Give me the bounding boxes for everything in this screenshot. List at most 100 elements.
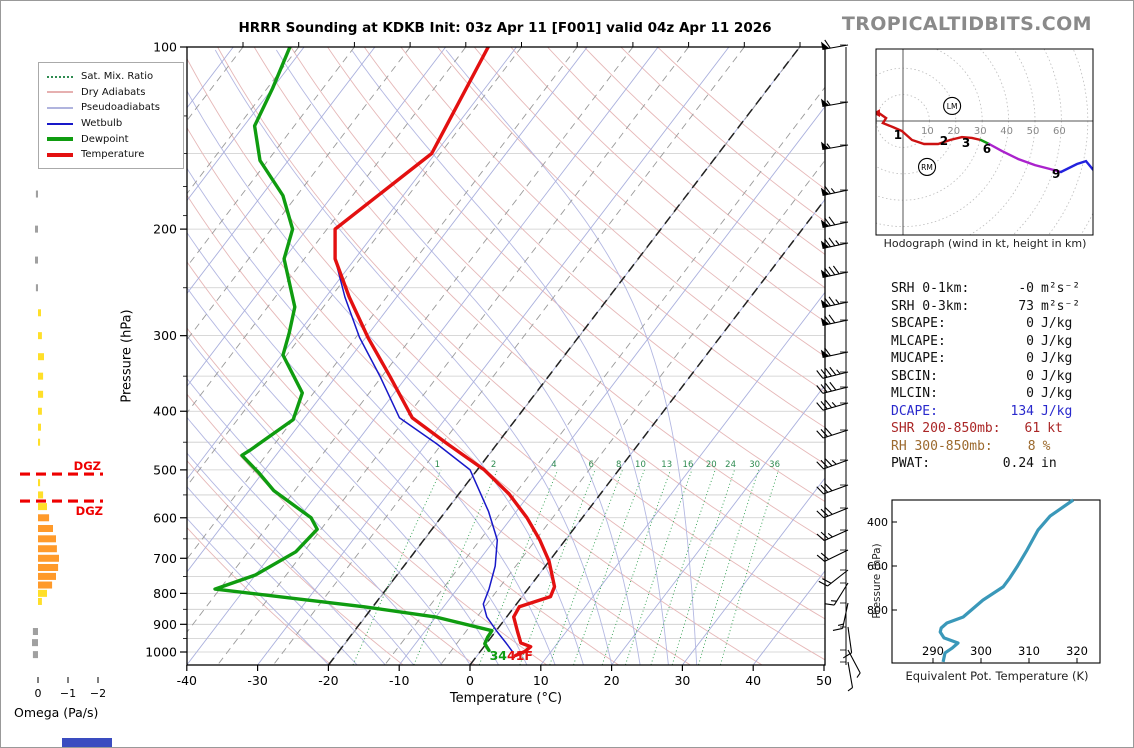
stat-row: SRH 0-3km: 73 m²s⁻²: [891, 299, 1103, 314]
svg-text:300: 300: [153, 328, 177, 343]
svg-text:-40: -40: [177, 673, 197, 688]
stat-row: MLCAPE: 0 J/kg: [891, 334, 1103, 349]
legend-swatch: [47, 152, 73, 157]
svg-text:0: 0: [35, 687, 42, 700]
legend: Sat. Mix. Ratio Dry Adiabats Pseudoadiabat…: [38, 62, 184, 169]
svg-text:-30: -30: [247, 673, 267, 688]
stat-label: RH 300-850mb:: [891, 438, 993, 454]
hodograph-trace-3-6km: [979, 138, 991, 146]
svg-text:36: 36: [769, 460, 780, 470]
svg-text:20: 20: [604, 673, 620, 688]
stat-row: DCAPE: 134 J/kg: [891, 404, 1103, 419]
svg-text:41F: 41F: [507, 648, 533, 663]
stat-row: MLCIN: 0 J/kg: [891, 386, 1103, 401]
legend-item: Dewpoint: [47, 131, 175, 147]
legend-label: Sat. Mix. Ratio: [81, 71, 154, 83]
svg-text:100: 100: [153, 40, 177, 55]
stat-value: 0.24: [1002, 456, 1034, 471]
omega-bars: [32, 190, 59, 659]
stat-label: SBCIN:: [891, 368, 938, 384]
svg-text:10: 10: [533, 673, 549, 688]
thetae-pressure-label: Pressure (hPa): [871, 543, 883, 619]
legend-swatch: [47, 91, 73, 94]
stat-label: PWAT:: [891, 456, 931, 471]
stat-unit: kt: [1047, 421, 1063, 436]
stat-value: 0: [1026, 351, 1034, 366]
stat-value: 0: [1026, 333, 1034, 349]
legend-item: Dry Adiabats: [47, 85, 175, 101]
stat-value: 0: [1026, 316, 1034, 331]
thetae-chart: 400 600 800 290 300 310 320: [867, 498, 1101, 664]
chart-title: HRRR Sounding at KDKB Init: 03z Apr 11 […: [238, 20, 772, 36]
stat-row: MUCAPE: 0 J/kg: [891, 351, 1103, 366]
site-watermark: TROPICALTIDBITS.COM: [841, 13, 1092, 35]
svg-text:LM: LM: [947, 102, 958, 111]
wind-barb: [847, 661, 854, 692]
svg-text:700: 700: [153, 551, 177, 566]
svg-text:34: 34: [490, 648, 508, 663]
wind-barb: [816, 483, 849, 495]
stat-row: SRH 0-1km: -0 m²s⁻²: [891, 281, 1103, 296]
legend-label: Wetbulb: [81, 118, 123, 130]
svg-text:13: 13: [661, 460, 672, 470]
svg-text:1: 1: [894, 128, 902, 142]
wind-barb: [821, 39, 849, 51]
svg-text:1000: 1000: [145, 645, 177, 660]
stat-label: MUCAPE:: [891, 351, 946, 366]
svg-text:600: 600: [153, 510, 177, 525]
temperature-axis-label: Temperature (°C): [449, 691, 563, 706]
wetbulb-curve: [334, 47, 514, 654]
stat-label: SRH 0-3km:: [891, 298, 970, 314]
svg-text:2: 2: [491, 460, 496, 470]
wind-barb: [816, 366, 849, 379]
wind-barb: [832, 602, 849, 632]
omega-axis-label: Omega (Pa/s): [14, 705, 99, 720]
wind-barb: [820, 216, 849, 228]
svg-text:500: 500: [153, 462, 177, 477]
pseudoadiabats: [187, 49, 698, 665]
svg-text:3: 3: [962, 136, 970, 150]
svg-text:10: 10: [635, 460, 646, 470]
svg-text:200: 200: [153, 222, 177, 237]
dewpoint-curve: [213, 47, 494, 653]
svg-text:1: 1: [435, 460, 440, 470]
svg-text:400: 400: [867, 516, 888, 529]
hodograph-caption: Hodograph (wind in kt, height in km): [883, 237, 1087, 250]
stat-unit: %: [1042, 438, 1051, 454]
svg-text:400: 400: [153, 404, 177, 419]
legend-item: Wetbulb: [47, 116, 175, 132]
svg-text:9: 9: [1052, 167, 1060, 181]
svg-text:50: 50: [816, 673, 832, 688]
svg-text:6: 6: [589, 460, 594, 470]
svg-text:0: 0: [466, 673, 474, 688]
svg-text:320: 320: [1066, 644, 1088, 658]
svg-text:-10: -10: [389, 673, 409, 688]
stat-unit: J/kg: [1041, 386, 1073, 401]
skewt-background: [187, 47, 825, 665]
stat-value: -0: [1018, 281, 1034, 296]
svg-text:2: 2: [940, 134, 948, 148]
wind-barb: [847, 649, 861, 678]
dgz-lines: DGZ DGZ: [20, 459, 103, 518]
hodograph: 10 20 30 40 50 60 1 2 3 6 9 LM RM: [875, 48, 1094, 236]
hodograph-trace-0-3km: [877, 111, 983, 146]
legend-swatch: [47, 122, 73, 125]
stat-unit: J/kg: [1041, 368, 1073, 384]
legend-label: Dewpoint: [81, 133, 129, 145]
wind-barbs: [816, 39, 861, 692]
hodograph-trace-6-9km: [987, 142, 1063, 174]
stat-label: SHR 200-850mb:: [891, 421, 1001, 436]
svg-text:20: 20: [947, 126, 960, 137]
svg-text:10: 10: [921, 126, 934, 137]
dry-adiabats: [187, 47, 825, 665]
svg-text:30: 30: [674, 673, 690, 688]
wind-barb: [824, 582, 849, 606]
svg-text:6: 6: [983, 142, 991, 156]
svg-text:800: 800: [153, 586, 177, 601]
legend-label: Temperature: [81, 149, 145, 161]
svg-text:50: 50: [1027, 126, 1040, 137]
svg-text:30: 30: [974, 126, 987, 137]
svg-text:40: 40: [745, 673, 761, 688]
legend-item: Sat. Mix. Ratio: [47, 69, 175, 85]
